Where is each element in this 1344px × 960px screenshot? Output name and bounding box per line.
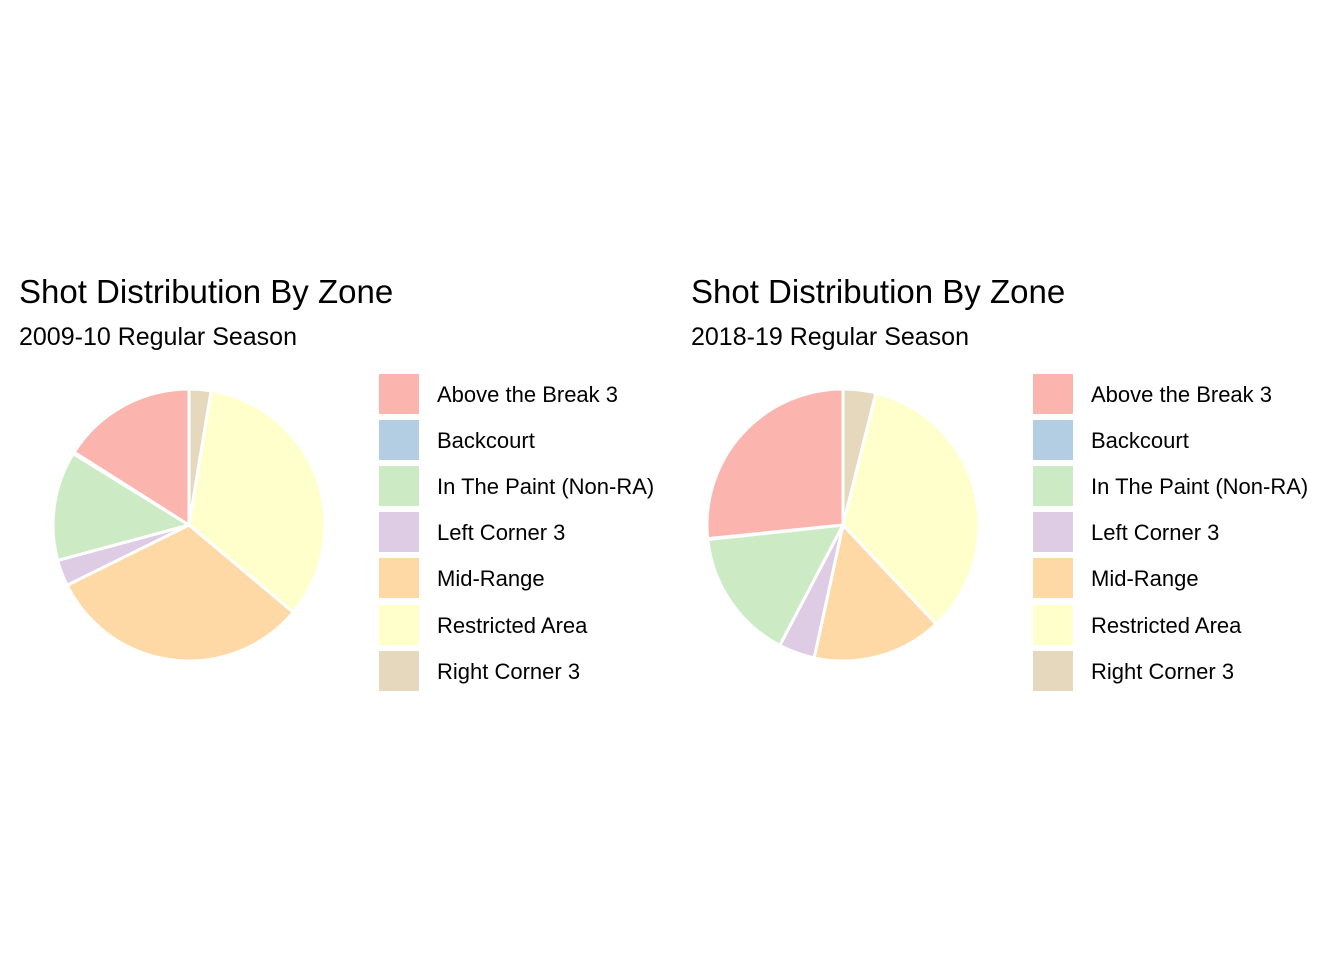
- legend-item-left-corner-3: Left Corner 3: [1033, 512, 1333, 552]
- chart-panel-2009-10: Shot Distribution By Zone 2009-10 Regula…: [19, 273, 654, 691]
- legend-label: Mid-Range: [437, 566, 545, 591]
- legend-key: [1033, 651, 1073, 691]
- pie-slice-above-the-break-3: [72, 387, 191, 527]
- legend-item-restricted-area: Restricted Area: [1033, 605, 1333, 645]
- legend-item-backcourt: Backcourt: [379, 420, 679, 460]
- legend-item-in-the-paint-non-ra: In The Paint (Non-RA): [379, 466, 679, 506]
- legend-label: Right Corner 3: [437, 659, 581, 684]
- legend-key: [379, 512, 419, 552]
- legend-item-above-the-break-3: Above the Break 3: [379, 374, 679, 414]
- pie-slice-in-the-paint-non-ra: [51, 452, 191, 562]
- legend-label: Right Corner 3: [1091, 659, 1235, 684]
- legend-label: Backcourt: [1091, 428, 1189, 453]
- pie-slice-in-the-paint-non-ra: [706, 523, 845, 647]
- legend-item-mid-range: Mid-Range: [379, 558, 679, 598]
- legend-label: In The Paint (Non-RA): [437, 474, 655, 499]
- legend-key: [379, 558, 419, 598]
- legend-key: [1033, 512, 1073, 552]
- legend-key: [379, 466, 419, 506]
- legend-item-right-corner-3: Right Corner 3: [1033, 651, 1333, 691]
- legend-key: [1033, 558, 1073, 598]
- chart-subtitle: 2018-19 Regular Season: [691, 323, 969, 351]
- pie-slice-mid-range: [65, 523, 295, 663]
- pie-slice-above-the-break-3: [705, 387, 845, 541]
- pie-slice-restricted-area: [187, 389, 327, 614]
- legend-label: Restricted Area: [437, 613, 588, 638]
- legend-label: Above the Break 3: [437, 382, 619, 407]
- legend-label: Restricted Area: [1091, 613, 1242, 638]
- legend-label: Left Corner 3: [1091, 520, 1220, 545]
- legend-key: [379, 374, 419, 414]
- legend-item-in-the-paint-non-ra: In The Paint (Non-RA): [1033, 466, 1333, 506]
- legend-item-restricted-area: Restricted Area: [379, 605, 679, 645]
- legend-key: [379, 651, 419, 691]
- pie-slice-mid-range: [812, 523, 938, 663]
- legend-item-left-corner-3: Left Corner 3: [379, 512, 679, 552]
- chart-panel-2018-19: Shot Distribution By Zone 2018-19 Regula…: [672, 0, 1344, 960]
- chart-title: Shot Distribution By Zone: [19, 273, 394, 310]
- legend-key: [1033, 374, 1073, 414]
- pie-chart: [705, 387, 981, 663]
- legend-label: Above the Break 3: [1091, 382, 1273, 407]
- legend-label: Left Corner 3: [437, 520, 566, 545]
- legend-item-right-corner-3: Right Corner 3: [379, 651, 679, 691]
- legend-key: [379, 605, 419, 645]
- legend-label: Mid-Range: [1091, 566, 1199, 591]
- legend-label: Backcourt: [437, 428, 535, 453]
- legend-item-above-the-break-3: Above the Break 3: [1033, 374, 1333, 414]
- chart-subtitle: 2009-10 Regular Season: [19, 323, 297, 351]
- pie-slice-restricted-area: [841, 391, 981, 626]
- legend-key: [1033, 466, 1073, 506]
- legend-item-backcourt: Backcourt: [1033, 420, 1333, 460]
- legend-label: In The Paint (Non-RA): [1091, 474, 1309, 499]
- legend-key: [1033, 605, 1073, 645]
- legend-key: [379, 420, 419, 460]
- legend-key: [1033, 420, 1073, 460]
- legend-item-mid-range: Mid-Range: [1033, 558, 1333, 598]
- pie-chart: [51, 387, 327, 663]
- chart-title: Shot Distribution By Zone: [691, 273, 1066, 310]
